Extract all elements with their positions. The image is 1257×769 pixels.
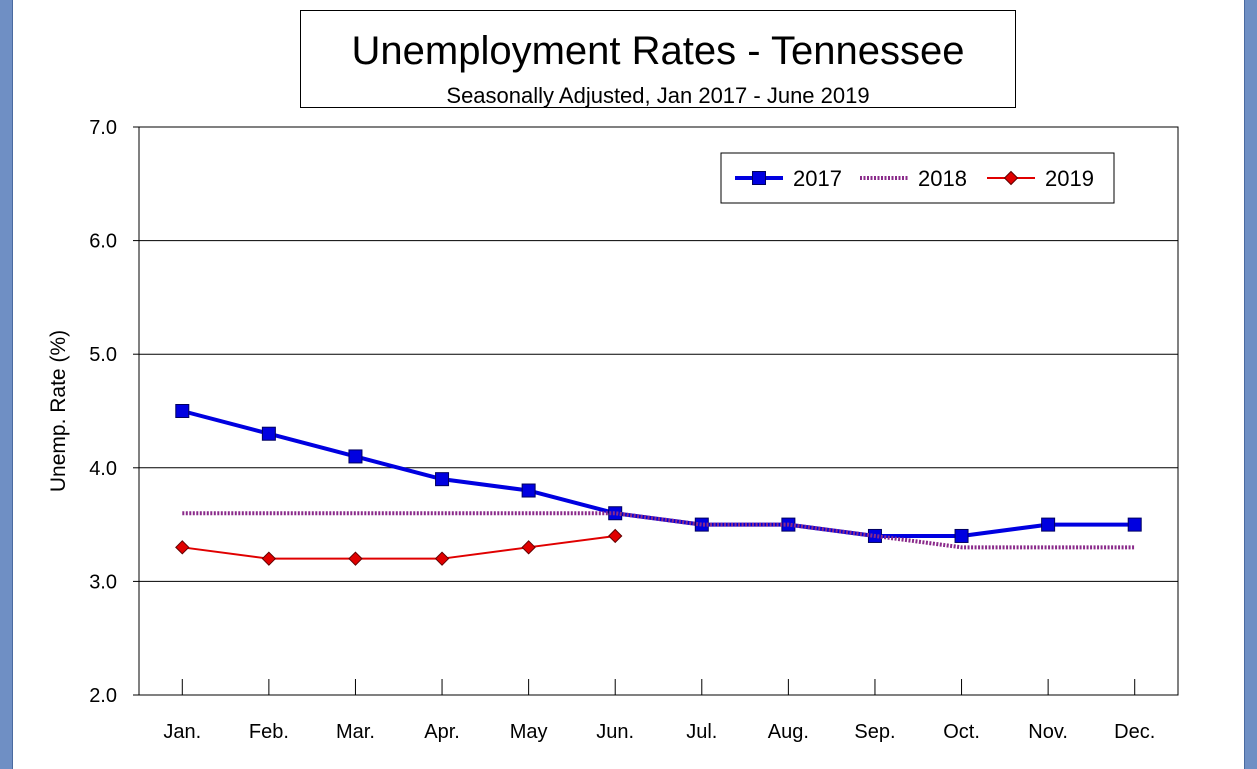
point-2019-4 [521, 540, 536, 555]
y-tick-label-1: 3.0 [89, 571, 117, 593]
x-tick-label-8: Sep. [854, 721, 895, 743]
point-2019-0 [175, 540, 190, 555]
series-layer [175, 404, 1142, 566]
legend-box [720, 152, 1115, 204]
gridlines [139, 240, 1178, 582]
point-2017-2 [348, 449, 363, 464]
chart-title-box: Unemployment Rates - Tennessee Seasonall… [300, 10, 1016, 108]
point-2017-1 [261, 426, 276, 441]
y-tick-label-5: 7.0 [89, 117, 117, 139]
x-tick-label-2: Mar. [336, 721, 375, 743]
point-2019-5 [608, 528, 623, 544]
point-2019-2 [348, 551, 363, 566]
point-2017-11 [1127, 517, 1142, 532]
series-2017 [175, 404, 1142, 543]
series-2018 [182, 511, 1135, 550]
series-2019 [175, 528, 623, 566]
x-axis-ticks: Jan. Feb. Mar. Apr. May Jun. Jul. Aug. Sep. Oct. N… [163, 679, 1155, 743]
y-tick-label-4: 6.0 [89, 231, 117, 253]
x-tick-label-0: Jan. [163, 721, 201, 743]
x-tick-label-4: May [510, 721, 548, 743]
x-tick-label-5: Jun. [596, 721, 634, 743]
window-frame-left [0, 0, 13, 769]
point-2017-4 [521, 483, 536, 498]
chart-subtitle: Seasonally Adjusted, Jan 2017 - June 201… [446, 83, 870, 108]
series-line-2019 [182, 534, 616, 560]
legend-label-2018: 2018 [918, 166, 967, 191]
legend-label-2019: 2019 [1045, 166, 1094, 191]
window-frame-right [1244, 0, 1257, 769]
legend-marker-2019 [1003, 170, 1019, 186]
point-2017-9 [954, 528, 969, 543]
x-tick-label-3: Apr. [424, 721, 460, 743]
x-tick-label-7: Aug. [768, 721, 809, 743]
y-tick-label-3: 5.0 [89, 344, 117, 366]
plot-area [138, 126, 1179, 696]
x-tick-label-1: Feb. [249, 721, 289, 743]
x-tick-label-11: Dec. [1114, 721, 1155, 743]
legend-marker-2017 [752, 171, 766, 185]
point-2017-0 [175, 404, 190, 418]
chart-title: Unemployment Rates - Tennessee [351, 29, 965, 73]
x-tick-label-9: Oct. [943, 721, 980, 743]
point-2019-3 [434, 551, 450, 566]
x-tick-label-6: Jul. [686, 721, 717, 743]
legend-label-2017: 2017 [793, 166, 842, 191]
y-tick-label-0: 2.0 [89, 685, 117, 707]
legend: 2017 2018 2019 [720, 152, 1115, 204]
point-2017-10 [1041, 517, 1056, 532]
series-line-2018 [182, 511, 1135, 550]
x-tick-label-10: Nov. [1028, 721, 1068, 743]
y-axis-ticks: 2.0 3.0 4.0 5.0 6.0 7.0 [89, 117, 139, 707]
point-2019-1 [261, 551, 277, 566]
point-2017-3 [435, 472, 450, 487]
y-axis-label: Unemp. Rate (%) [47, 330, 70, 492]
y-tick-label-2: 4.0 [89, 458, 117, 480]
